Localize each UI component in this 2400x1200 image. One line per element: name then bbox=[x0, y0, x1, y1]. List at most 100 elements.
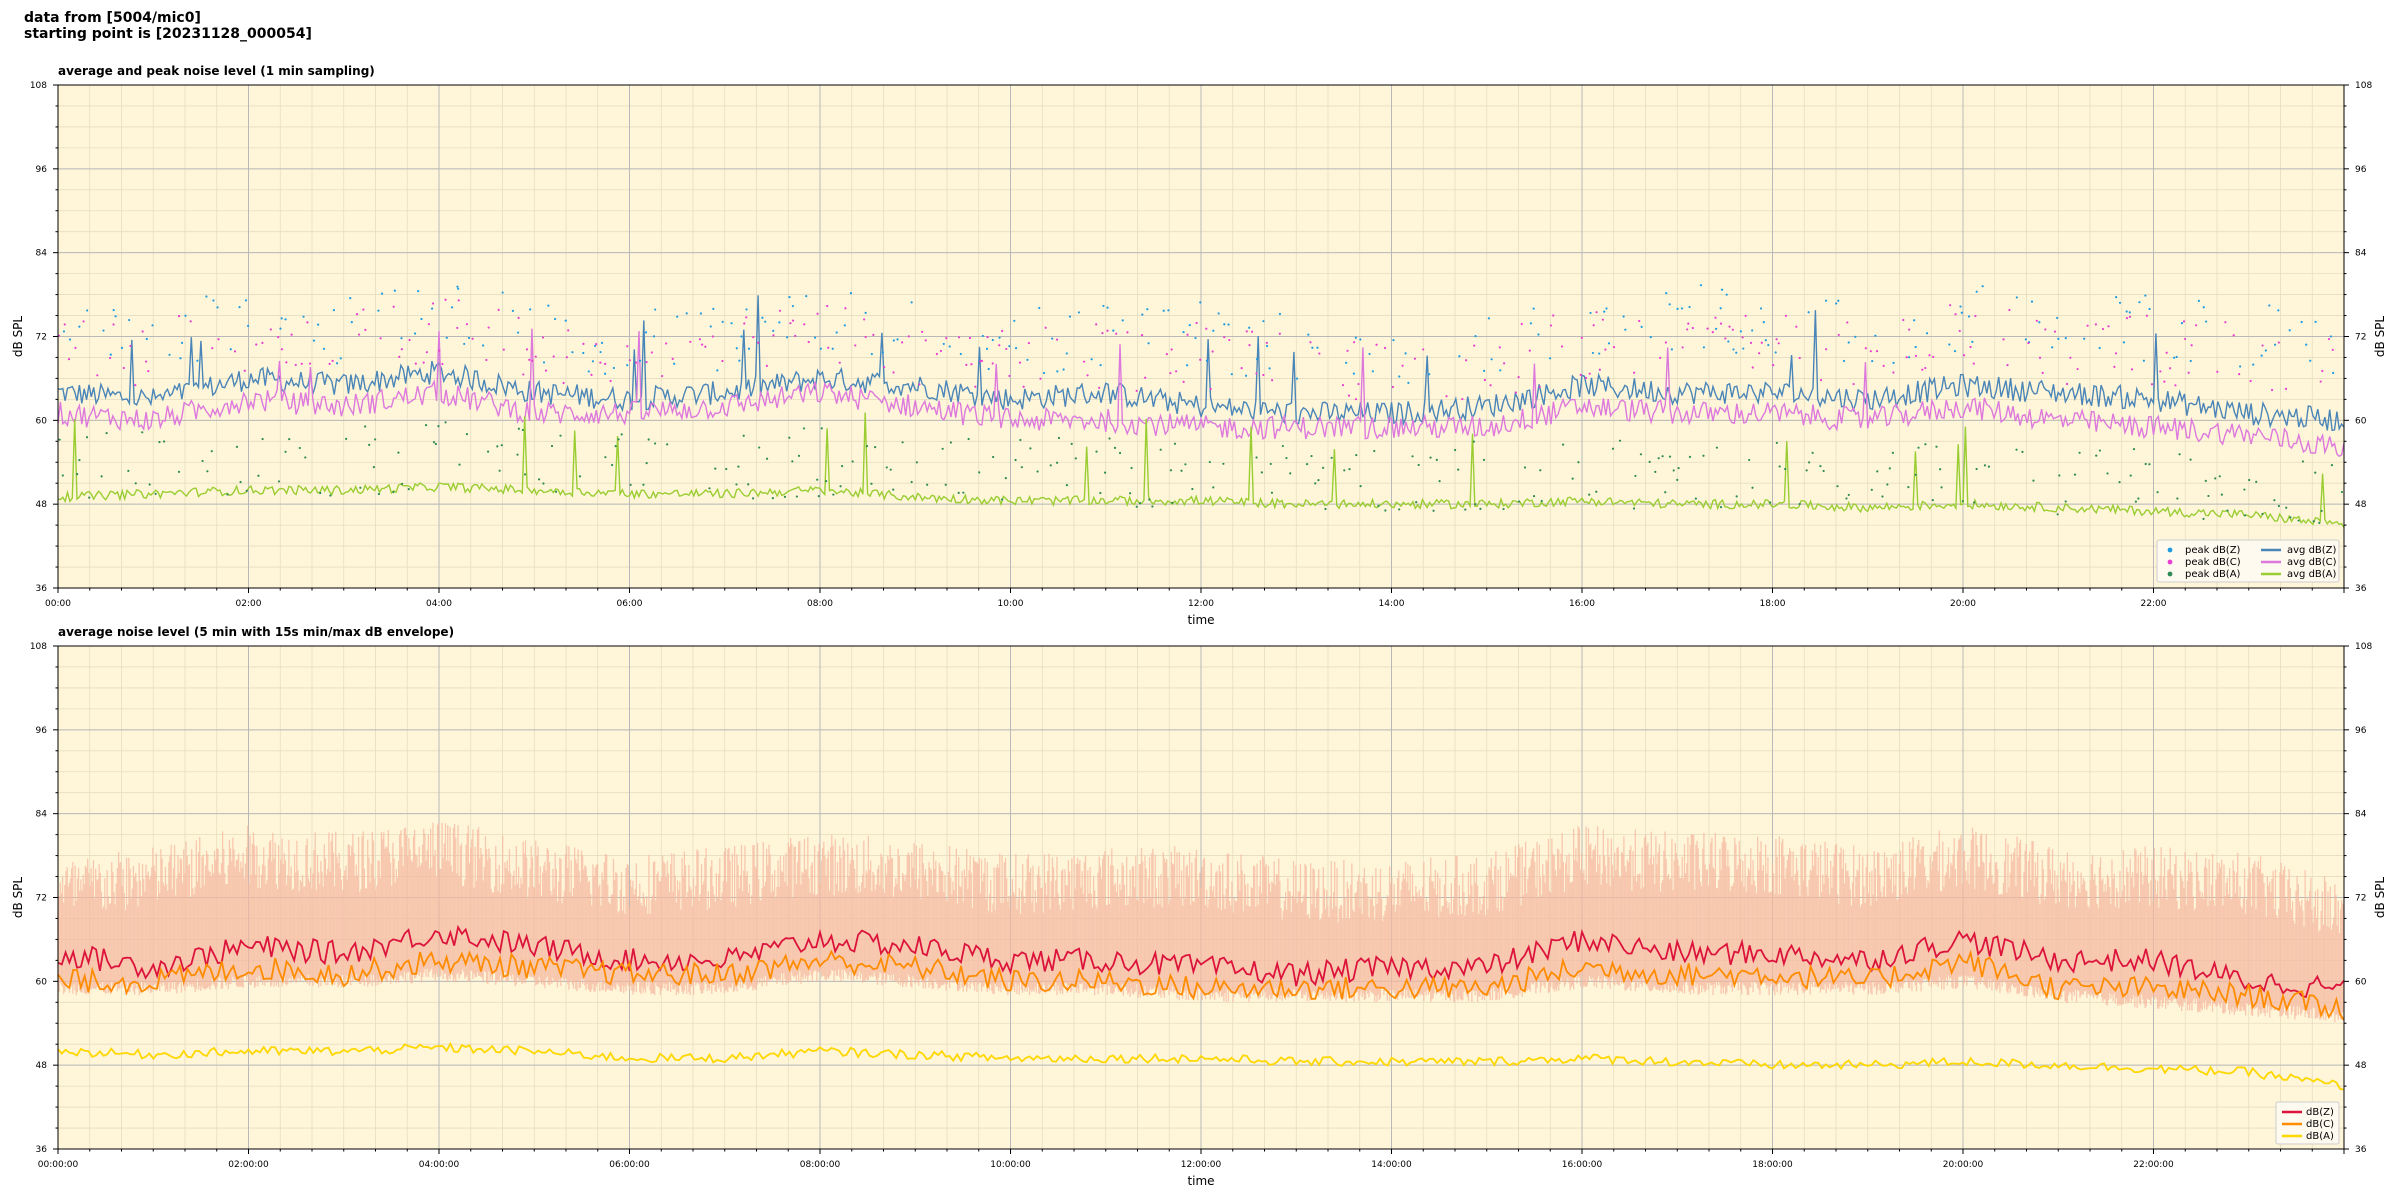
data-point bbox=[2204, 320, 2208, 323]
data-point bbox=[2202, 306, 2205, 309]
data-point bbox=[1355, 453, 1358, 457]
data-point bbox=[671, 357, 674, 360]
data-point bbox=[721, 320, 724, 323]
data-point bbox=[1173, 442, 1177, 445]
data-point bbox=[2264, 349, 2267, 352]
data-point bbox=[872, 333, 875, 336]
data-point bbox=[1432, 509, 1435, 512]
data-point bbox=[105, 431, 108, 435]
data-point bbox=[1588, 493, 1591, 496]
data-point bbox=[593, 344, 597, 348]
data-point bbox=[458, 463, 461, 466]
y-tick-label-left: 36 bbox=[36, 584, 48, 594]
data-point bbox=[86, 309, 89, 312]
y-tick-label-right: 96 bbox=[2355, 726, 2367, 736]
data-point bbox=[1346, 349, 1349, 352]
data-point bbox=[1925, 332, 1929, 335]
data-point bbox=[745, 308, 748, 311]
data-point bbox=[1503, 362, 1506, 365]
data-point bbox=[2094, 323, 2098, 326]
data-point bbox=[1907, 356, 1911, 359]
legend-label: avg dB(C) bbox=[2287, 557, 2337, 568]
data-point bbox=[896, 338, 899, 341]
data-point bbox=[1632, 371, 1636, 374]
data-point bbox=[1837, 333, 1840, 337]
data-point bbox=[1711, 330, 1714, 334]
data-point bbox=[1269, 462, 1272, 466]
data-point bbox=[2024, 338, 2027, 341]
data-point bbox=[865, 445, 869, 448]
y-tick-label-right: 36 bbox=[2355, 1145, 2367, 1155]
data-point bbox=[1935, 445, 1938, 448]
data-point bbox=[2255, 480, 2258, 483]
data-point bbox=[1523, 466, 1527, 469]
data-point bbox=[279, 327, 282, 330]
data-point bbox=[2232, 334, 2235, 337]
data-point bbox=[885, 466, 888, 469]
data-point bbox=[541, 336, 545, 339]
data-point bbox=[1672, 469, 1675, 472]
data-point bbox=[1169, 469, 1173, 472]
data-point bbox=[1777, 342, 1780, 345]
data-point bbox=[1415, 500, 1418, 504]
data-point bbox=[1908, 328, 1911, 331]
y-tick-label-left: 108 bbox=[30, 642, 47, 652]
data-point bbox=[2319, 380, 2322, 383]
data-point bbox=[1341, 383, 1345, 387]
data-point bbox=[645, 360, 648, 364]
data-point bbox=[2144, 294, 2147, 297]
data-point bbox=[82, 320, 85, 323]
data-point bbox=[424, 424, 428, 427]
data-point bbox=[2189, 359, 2192, 363]
x-tick-label: 08:00:00 bbox=[800, 1160, 841, 1170]
data-point bbox=[85, 436, 89, 439]
data-point bbox=[1004, 477, 1007, 480]
data-point bbox=[1055, 338, 1059, 341]
x-tick-label: 06:00 bbox=[617, 599, 643, 609]
x-tick-label: 08:00 bbox=[807, 599, 833, 609]
data-point bbox=[1664, 491, 1667, 494]
data-point bbox=[1458, 355, 1461, 358]
data-point bbox=[1260, 471, 1263, 474]
data-point bbox=[957, 336, 961, 339]
data-point bbox=[1305, 463, 1309, 466]
data-point bbox=[2260, 354, 2263, 357]
data-point bbox=[578, 475, 582, 478]
data-point bbox=[1195, 321, 1198, 325]
data-point bbox=[58, 438, 61, 441]
data-point bbox=[941, 447, 944, 450]
data-point bbox=[1537, 333, 1540, 336]
data-point bbox=[179, 357, 182, 360]
data-point bbox=[1227, 323, 1230, 326]
data-point bbox=[1186, 333, 1189, 336]
data-point bbox=[870, 352, 873, 356]
data-point bbox=[791, 319, 795, 322]
data-point bbox=[1552, 314, 1555, 317]
data-point bbox=[709, 325, 712, 328]
data-point bbox=[1289, 472, 1292, 475]
data-point bbox=[1498, 346, 1501, 349]
data-point bbox=[1265, 344, 1269, 348]
data-point bbox=[2057, 337, 2060, 340]
x-tick-label: 04:00 bbox=[426, 599, 452, 609]
data-point bbox=[864, 335, 867, 339]
data-point bbox=[1798, 356, 1801, 360]
data-point bbox=[1917, 446, 1920, 449]
data-point bbox=[120, 346, 124, 349]
data-point bbox=[843, 324, 846, 327]
data-point bbox=[349, 297, 352, 300]
data-point bbox=[805, 295, 808, 298]
data-point bbox=[1588, 372, 1591, 375]
data-point bbox=[1159, 448, 1162, 451]
data-point bbox=[944, 483, 947, 486]
data-point bbox=[1731, 328, 1734, 331]
data-point bbox=[1607, 342, 1611, 345]
data-point bbox=[1751, 486, 1754, 489]
data-point bbox=[1759, 307, 1763, 310]
data-point bbox=[162, 440, 166, 443]
data-point bbox=[1715, 446, 1718, 449]
data-point bbox=[1167, 309, 1170, 312]
data-point bbox=[1271, 379, 1274, 382]
data-point bbox=[635, 361, 638, 364]
data-point bbox=[1686, 328, 1689, 331]
